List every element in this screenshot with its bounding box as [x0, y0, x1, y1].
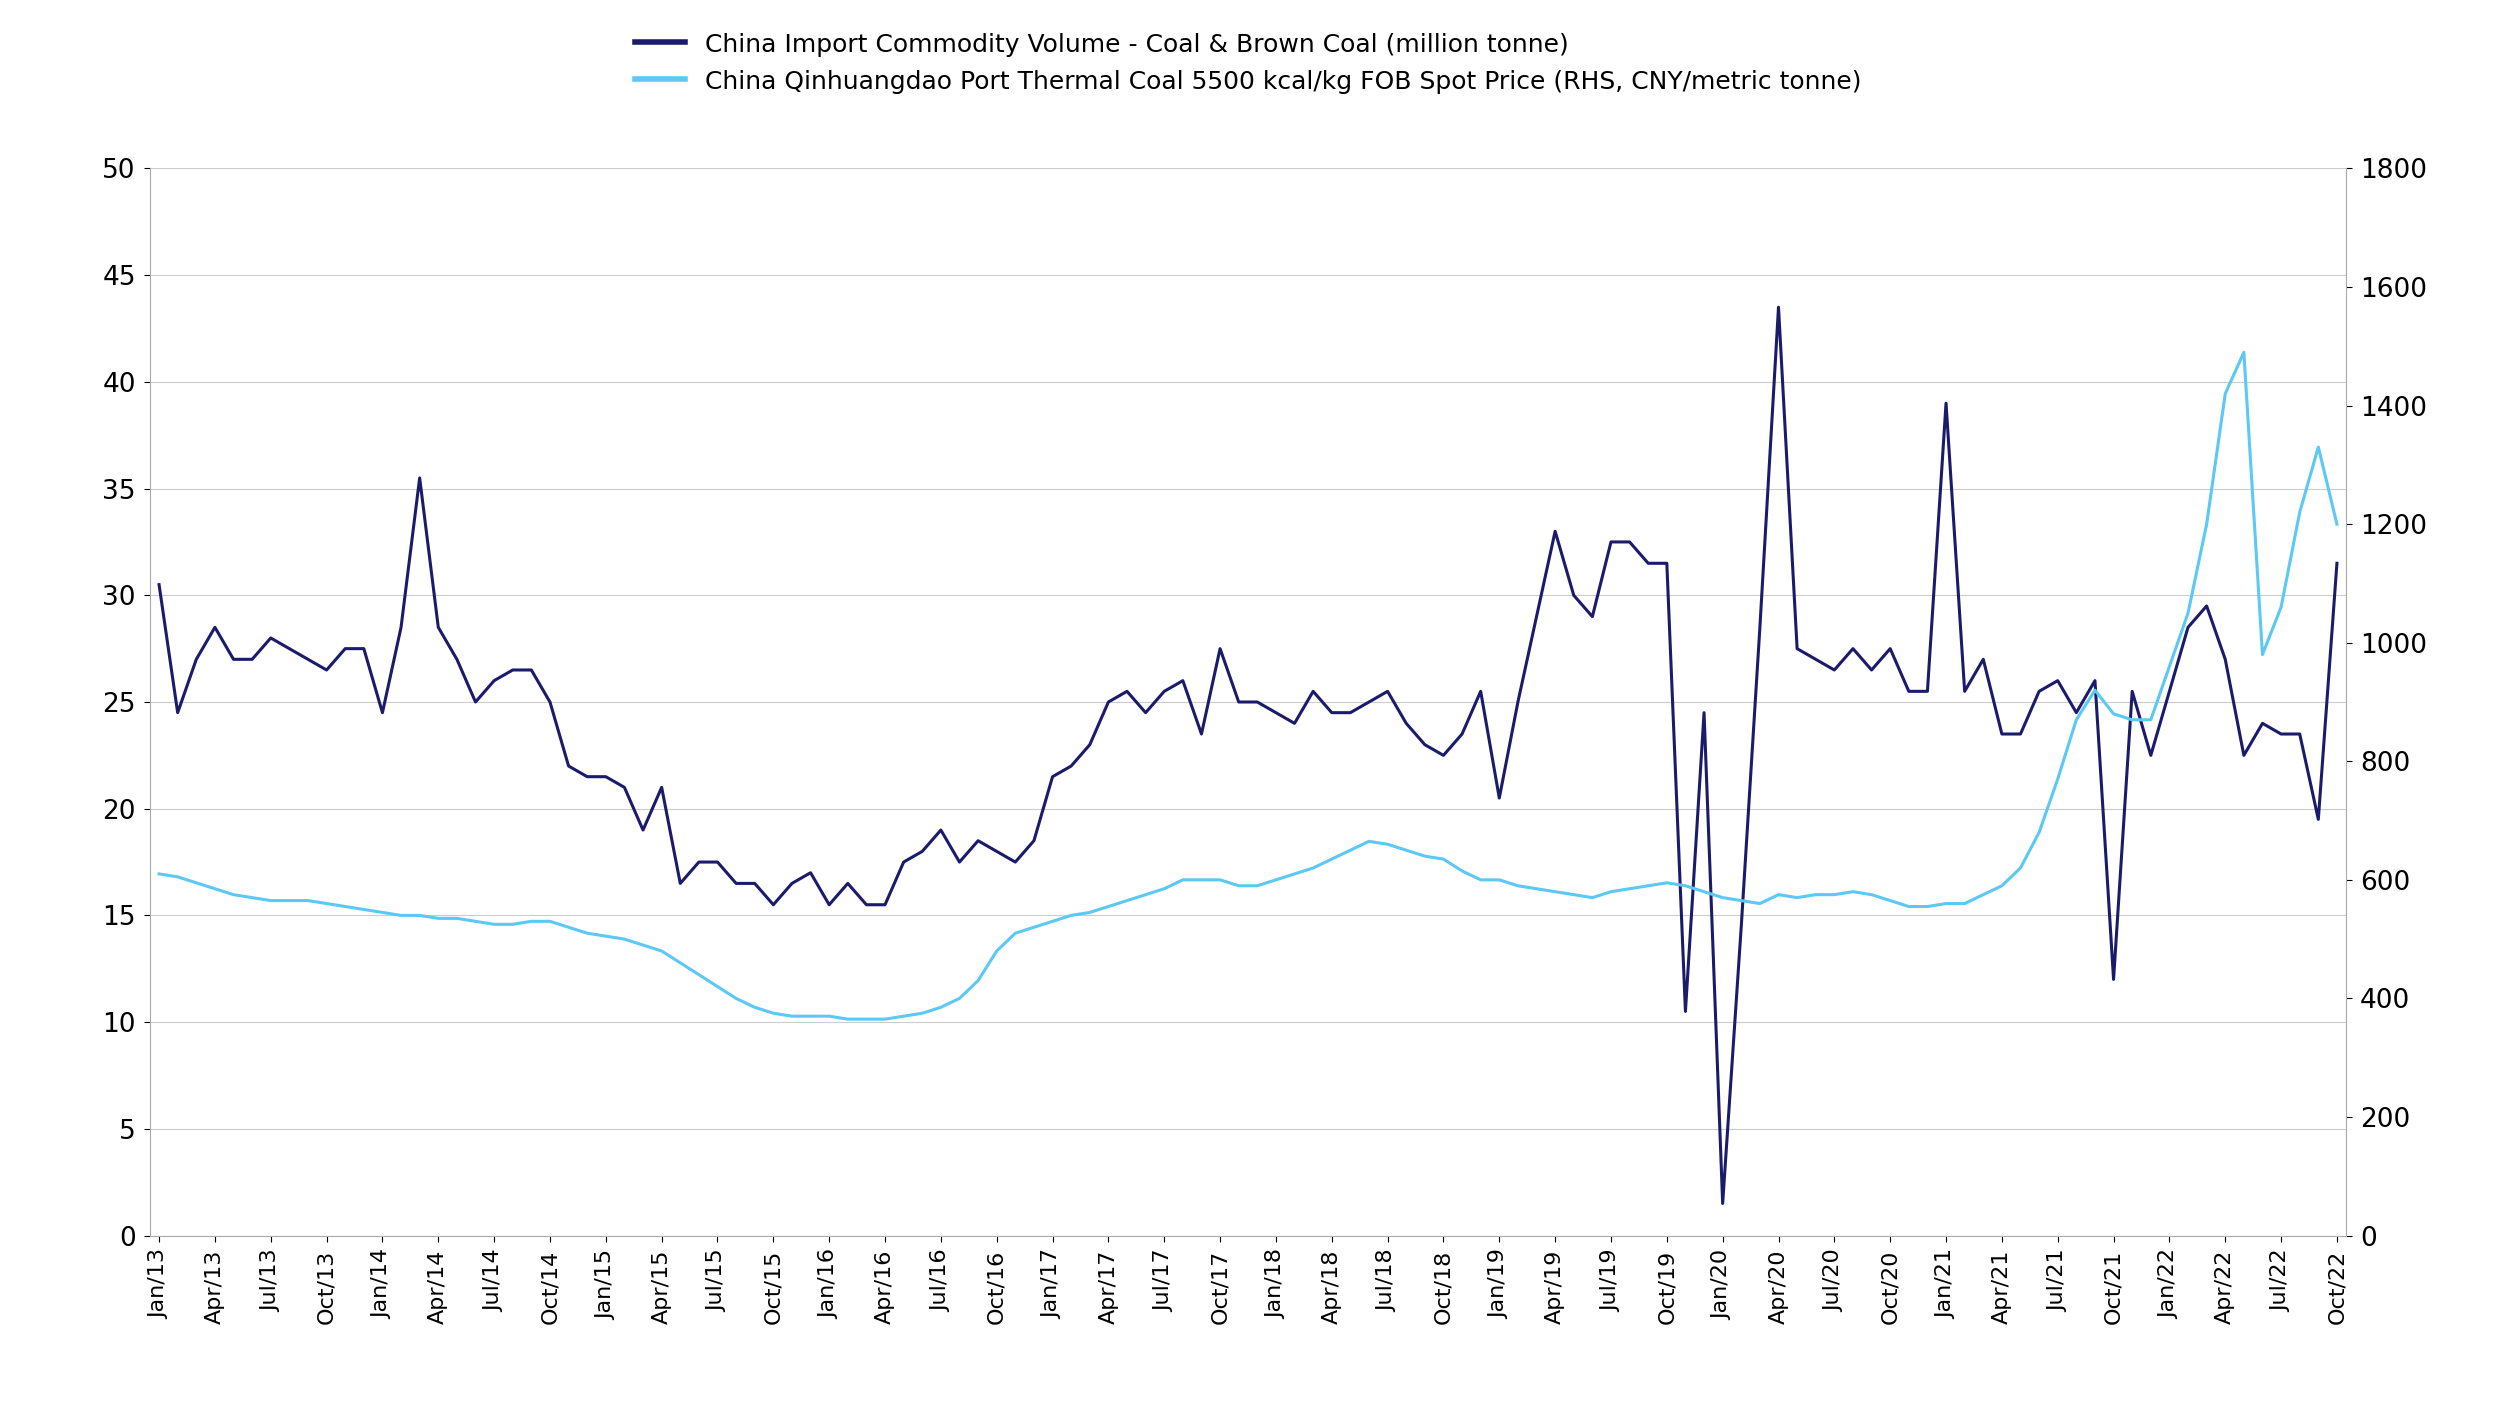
China Qinhuangdao Port Thermal Coal 5500 kcal/kg FOB Spot Price (RHS, CNY/metric tonne) — [387, 907, 417, 924]
China Import Commodity Volume - Coal & Brown Coal (million tonne) — [1707, 1195, 1737, 1212]
China Import Commodity Volume - Coal & Brown Coal (million tonne) — [2321, 555, 2351, 571]
China Qinhuangdao Port Thermal Coal 5500 kcal/kg FOB Spot Price (RHS, CNY/metric tonne) — [592, 928, 622, 945]
China Qinhuangdao Port Thermal Coal 5500 kcal/kg FOB Spot Price (RHS, CNY/metric tonne) — [1837, 883, 1867, 900]
China Import Commodity Volume - Coal & Brown Coal (million tonne) — [387, 619, 417, 636]
China Import Commodity Volume - Coal & Brown Coal (million tonne) — [1857, 661, 1887, 678]
China Import Commodity Volume - Coal & Brown Coal (million tonne) — [1652, 555, 1682, 571]
China Qinhuangdao Port Thermal Coal 5500 kcal/kg FOB Spot Price (RHS, CNY/metric tonne) — [2229, 344, 2259, 361]
China Import Commodity Volume - Coal & Brown Coal (million tonne) — [1765, 299, 1795, 316]
Legend: China Import Commodity Volume - Coal & Brown Coal (million tonne), China Qinhuan: China Import Commodity Volume - Coal & B… — [622, 20, 1874, 107]
Line: China Qinhuangdao Port Thermal Coal 5500 kcal/kg FOB Spot Price (RHS, CNY/metric tonne): China Qinhuangdao Port Thermal Coal 5500… — [160, 352, 2336, 1019]
China Qinhuangdao Port Thermal Coal 5500 kcal/kg FOB Spot Price (RHS, CNY/metric tonne) — [1670, 878, 1700, 894]
China Import Commodity Volume - Coal & Brown Coal (million tonne) — [145, 576, 175, 592]
China Qinhuangdao Port Thermal Coal 5500 kcal/kg FOB Spot Price (RHS, CNY/metric tonne) — [834, 1011, 864, 1028]
China Import Commodity Volume - Coal & Brown Coal (million tonne) — [1894, 682, 1924, 699]
China Import Commodity Volume - Coal & Brown Coal (million tonne) — [889, 854, 919, 870]
China Import Commodity Volume - Coal & Brown Coal (million tonne) — [592, 768, 622, 785]
China Qinhuangdao Port Thermal Coal 5500 kcal/kg FOB Spot Price (RHS, CNY/metric tonne) — [1874, 892, 1904, 908]
China Qinhuangdao Port Thermal Coal 5500 kcal/kg FOB Spot Price (RHS, CNY/metric tonne) — [145, 865, 175, 882]
China Qinhuangdao Port Thermal Coal 5500 kcal/kg FOB Spot Price (RHS, CNY/metric tonne) — [906, 1005, 936, 1022]
Line: China Import Commodity Volume - Coal & Brown Coal (million tonne): China Import Commodity Volume - Coal & B… — [160, 307, 2336, 1203]
China Qinhuangdao Port Thermal Coal 5500 kcal/kg FOB Spot Price (RHS, CNY/metric tonne) — [2321, 515, 2351, 532]
